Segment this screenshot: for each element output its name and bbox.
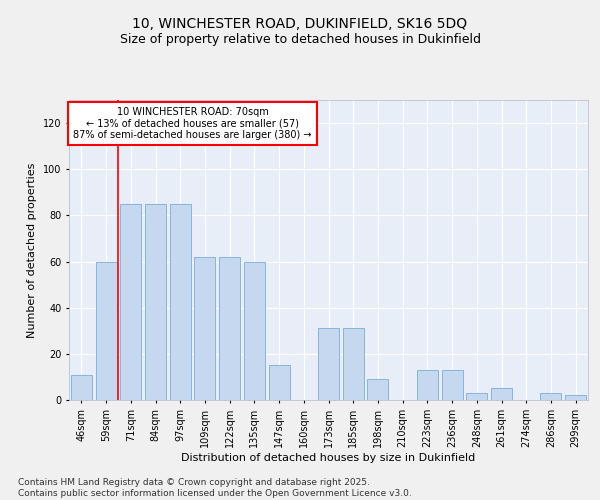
X-axis label: Distribution of detached houses by size in Dukinfield: Distribution of detached houses by size … [181,452,476,462]
Bar [565,396,586,400]
Bar [442,370,463,400]
Text: Size of property relative to detached houses in Dukinfield: Size of property relative to detached ho… [119,32,481,46]
Bar [170,204,191,400]
Bar [367,379,388,400]
Bar [219,257,240,400]
Bar [269,366,290,400]
Text: Contains HM Land Registry data © Crown copyright and database right 2025.
Contai: Contains HM Land Registry data © Crown c… [18,478,412,498]
Bar [95,262,116,400]
Bar [71,374,92,400]
Text: 10, WINCHESTER ROAD, DUKINFIELD, SK16 5DQ: 10, WINCHESTER ROAD, DUKINFIELD, SK16 5D… [133,18,467,32]
Bar [120,204,141,400]
Bar [343,328,364,400]
Text: 10 WINCHESTER ROAD: 70sqm
← 13% of detached houses are smaller (57)
87% of semi-: 10 WINCHESTER ROAD: 70sqm ← 13% of detac… [73,107,312,140]
Y-axis label: Number of detached properties: Number of detached properties [28,162,37,338]
Bar [541,393,562,400]
Bar [244,262,265,400]
Bar [318,328,339,400]
Bar [194,257,215,400]
Bar [491,388,512,400]
Bar [417,370,438,400]
Bar [466,393,487,400]
Bar [145,204,166,400]
